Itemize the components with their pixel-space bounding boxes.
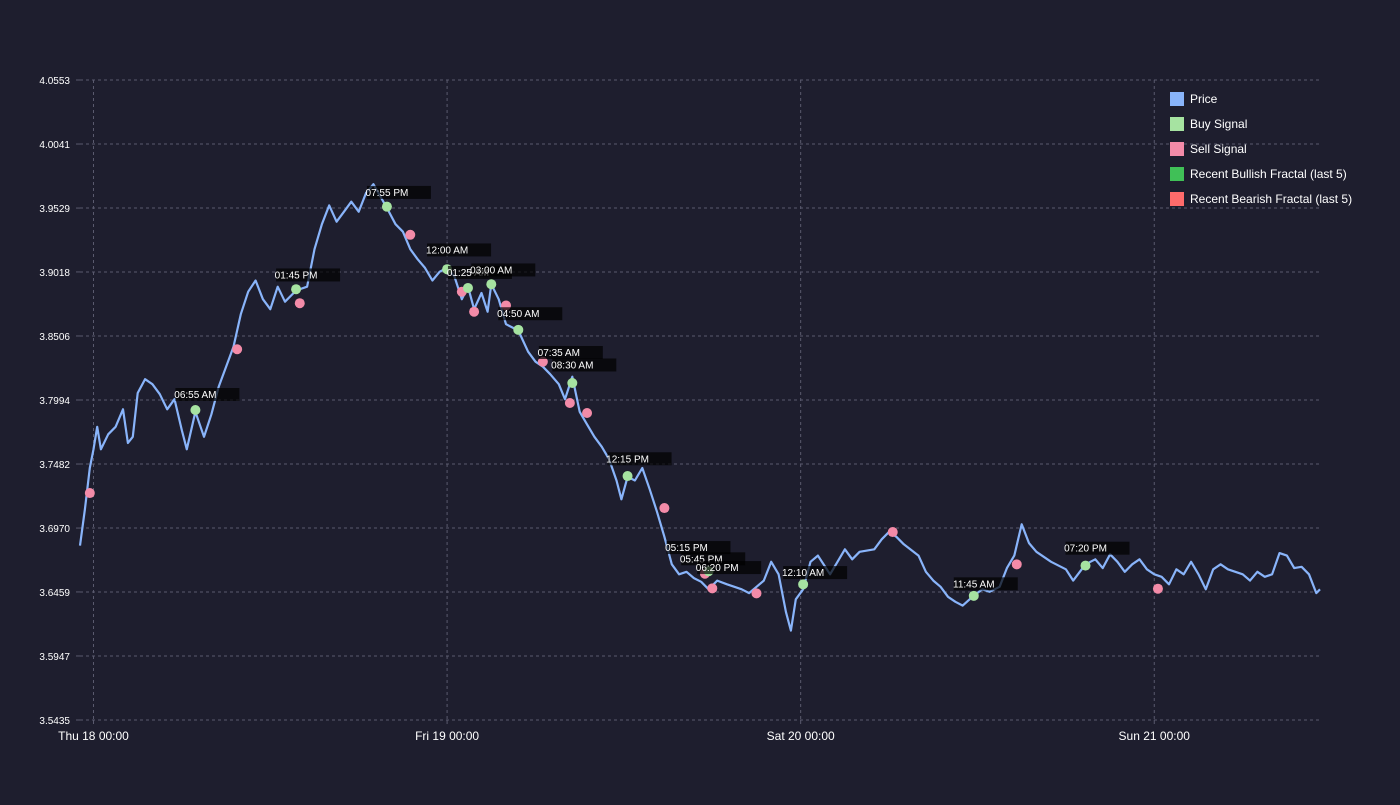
time-label: 11:45 AM — [953, 579, 995, 590]
sell-signal-marker — [707, 583, 718, 594]
legend-label: Buy Signal — [1190, 117, 1247, 131]
x-tick-label: Thu 18 00:00 — [58, 729, 129, 743]
time-label-box — [552, 358, 617, 372]
y-tick-label: 3.6970 — [39, 524, 70, 535]
x-tick-label: Sun 21 00:00 — [1119, 729, 1191, 743]
buy-signal-marker — [513, 324, 524, 335]
sell-signal-marker — [84, 488, 95, 499]
y-tick-label: 4.0553 — [39, 76, 70, 87]
buy-signal-marker — [798, 579, 809, 590]
x-tick-label: Sat 20 00:00 — [767, 729, 835, 743]
buy-signal-marker — [486, 279, 497, 290]
sell-signal-marker — [294, 298, 305, 309]
buy-signal-marker — [622, 471, 633, 482]
legend-swatch-buy — [1170, 117, 1184, 131]
signal-markers — [84, 201, 1163, 601]
y-tick-label: 3.7482 — [39, 460, 70, 471]
time-label-box — [538, 345, 603, 359]
buy-signal-marker — [381, 201, 392, 212]
time-label-box — [498, 307, 563, 321]
time-label-box — [666, 541, 731, 555]
time-label: 12:15 PM — [606, 454, 649, 465]
time-label: 06:55 AM — [174, 390, 216, 401]
buy-signal-marker — [291, 284, 302, 295]
time-label-box — [607, 452, 672, 466]
grid — [80, 79, 1320, 721]
time-label: 06:20 PM — [696, 563, 739, 574]
time-label-box — [697, 561, 762, 575]
sell-signal-marker — [582, 408, 593, 419]
time-label: 07:20 PM — [1064, 544, 1107, 555]
legend-label: Recent Bearish Fractal (last 5) — [1190, 192, 1352, 206]
y-axis: 3.5435 3.5947 3.6459 3.6970 3.7482 3.7994 3.85… — [39, 76, 80, 727]
time-label-box — [471, 263, 536, 277]
sell-signal-marker — [751, 588, 762, 599]
legend-swatch-sell — [1170, 142, 1184, 156]
time-label: 12:10 AM — [782, 568, 824, 579]
time-label-box — [427, 243, 492, 257]
y-tick-label: 3.5947 — [39, 652, 70, 663]
sell-signal-marker — [564, 398, 575, 409]
sell-signal-marker — [469, 306, 480, 317]
time-label: 08:30 AM — [551, 360, 593, 371]
buy-signal-marker — [462, 282, 473, 293]
y-tick-label: 3.5435 — [39, 716, 70, 727]
sell-signal-marker — [659, 503, 670, 514]
buy-signal-marker — [567, 377, 578, 388]
time-label-box — [276, 268, 341, 282]
time-label-box — [175, 388, 240, 401]
time-label-box — [1065, 541, 1130, 555]
time-label: 03:00 AM — [470, 265, 512, 276]
time-label-box — [953, 577, 1018, 591]
time-label: 04:50 AM — [497, 309, 539, 320]
sell-signal-marker — [1011, 559, 1022, 570]
time-label: 01:25 AM — [447, 268, 489, 279]
y-tick-label: 3.9529 — [39, 204, 70, 215]
time-label-box — [366, 185, 431, 199]
time-label: 05:45 PM — [680, 554, 723, 565]
time-label: 07:55 PM — [366, 188, 409, 199]
time-label: 01:45 PM — [275, 270, 318, 281]
legend-swatch-bullish-fractal — [1170, 167, 1184, 181]
buy-signal-marker — [1080, 560, 1091, 571]
buy-signal-marker — [968, 590, 979, 601]
legend: Price Buy Signal Sell Signal Recent Bullish… — [1170, 92, 1352, 206]
sell-signal-marker — [405, 229, 416, 240]
time-label-box — [783, 566, 848, 580]
sell-signal-marker — [537, 356, 548, 367]
sell-signal-marker — [232, 344, 243, 355]
time-label: 05:15 PM — [665, 543, 708, 554]
legend-label: Sell Signal — [1190, 142, 1247, 156]
legend-label: Recent Bullish Fractal (last 5) — [1190, 167, 1347, 181]
legend-label: Price — [1190, 92, 1218, 106]
buy-signal-marker — [190, 405, 201, 416]
legend-swatch-bearish-fractal — [1170, 192, 1184, 206]
time-label: 07:35 AM — [538, 348, 580, 359]
y-tick-label: 3.9018 — [39, 268, 70, 279]
x-tick-label: Fri 19 00:00 — [415, 729, 479, 743]
sell-signal-marker — [1152, 583, 1163, 594]
y-tick-label: 4.0041 — [39, 140, 70, 151]
x-axis: Thu 18 00:00 Fri 19 00:00 Sat 20 00:00 Sun … — [58, 720, 1190, 743]
legend-swatch-price — [1170, 92, 1184, 106]
sell-signal-marker — [887, 527, 898, 538]
y-tick-label: 3.7994 — [39, 396, 70, 407]
time-label: 12:00 AM — [426, 245, 468, 256]
time-labels: 06:55 AM 01:45 PM 07:55 PM 12:00 AM 01:25 AM… — [174, 185, 1130, 591]
y-tick-label: 3.6459 — [39, 588, 70, 599]
y-tick-label: 3.8506 — [39, 332, 70, 343]
